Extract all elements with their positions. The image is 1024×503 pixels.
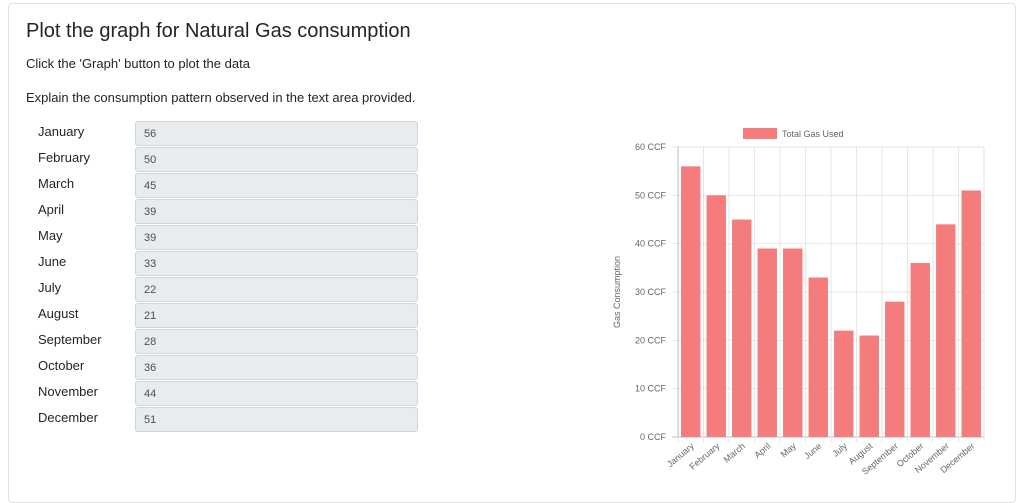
month-label: August — [38, 306, 79, 321]
consumption-input-january[interactable]: 56 — [135, 121, 418, 146]
bar-january — [681, 166, 701, 438]
x-tick-label: April — [752, 441, 772, 460]
consumption-input-february[interactable]: 50 — [135, 147, 418, 172]
bar-march — [732, 219, 752, 437]
form-row-june: June 33 — [38, 251, 420, 277]
form-row-september: September 28 — [38, 329, 420, 355]
x-tick-label: May — [779, 441, 799, 460]
consumption-input-june[interactable]: 33 — [135, 251, 418, 276]
bar-july — [834, 330, 854, 437]
form-row-february: February 50 — [38, 147, 420, 173]
consumption-input-march[interactable]: 45 — [135, 173, 418, 198]
y-tick-label: 40 CCF — [635, 239, 667, 249]
form-row-april: April 39 — [38, 199, 420, 225]
form-row-november: November 44 — [38, 381, 420, 407]
y-tick-label: 0 CCF — [640, 432, 667, 442]
y-tick-label: 50 CCF — [635, 190, 667, 200]
month-label: December — [38, 410, 98, 425]
bar-august — [859, 335, 879, 437]
consumption-input-november[interactable]: 44 — [135, 381, 418, 406]
bar-september — [885, 301, 905, 437]
month-label: March — [38, 176, 75, 191]
legend-label: Total Gas Used — [782, 129, 844, 139]
x-tick-label: July — [830, 441, 849, 459]
bar-october — [910, 263, 930, 437]
consumption-input-august[interactable]: 21 — [135, 303, 418, 328]
form-row-january: January 56 — [38, 121, 420, 147]
month-label: February — [38, 150, 91, 165]
x-tick-label: March — [721, 441, 747, 465]
consumption-input-october[interactable]: 36 — [135, 355, 418, 380]
page-subtitle: Click the 'Graph' button to plot the dat… — [26, 56, 250, 71]
y-tick-label: 60 CCF — [635, 142, 667, 152]
form-row-december: December 51 — [38, 407, 420, 433]
bar-november — [936, 224, 956, 437]
bar-december — [961, 190, 981, 437]
form-row-october: October 36 — [38, 355, 420, 381]
form-row-may: May 39 — [38, 225, 420, 251]
bar-june — [808, 277, 828, 437]
gas-consumption-bar-chart: 0 CCF 10 CCF 20 CCF 30 CCF 40 CCF 50 CCF 60 CC… — [612, 128, 985, 477]
month-label: June — [38, 254, 67, 269]
y-axis-title: Gas Consumption — [612, 256, 622, 328]
consumption-input-july[interactable]: 22 — [135, 277, 418, 302]
bar-april — [757, 248, 777, 437]
month-label: July — [38, 280, 62, 295]
bar-february — [706, 195, 726, 437]
bar-may — [783, 248, 803, 437]
consumption-input-september[interactable]: 28 — [135, 329, 418, 354]
legend-swatch — [743, 128, 777, 139]
instructions-text: Explain the consumption pattern observed… — [26, 90, 416, 105]
form-row-july: July 22 — [38, 277, 420, 303]
month-label: October — [38, 358, 85, 373]
page-title: Plot the graph for Natural Gas consumpti… — [26, 20, 411, 42]
consumption-input-april[interactable]: 39 — [135, 199, 418, 224]
month-label: May — [38, 228, 63, 243]
month-label: September — [38, 332, 102, 347]
month-label: April — [38, 202, 65, 217]
x-tick-label: June — [802, 441, 823, 461]
consumption-input-may[interactable]: 39 — [135, 225, 418, 250]
month-label: November — [38, 384, 98, 399]
y-tick-label: 30 CCF — [635, 287, 667, 297]
y-tick-label: 20 CCF — [635, 335, 667, 345]
month-label: January — [38, 124, 85, 139]
consumption-input-december[interactable]: 51 — [135, 407, 418, 432]
form-row-march: March 45 — [38, 173, 420, 199]
y-tick-label: 10 CCF — [635, 384, 667, 394]
form-row-august: August 21 — [38, 303, 420, 329]
